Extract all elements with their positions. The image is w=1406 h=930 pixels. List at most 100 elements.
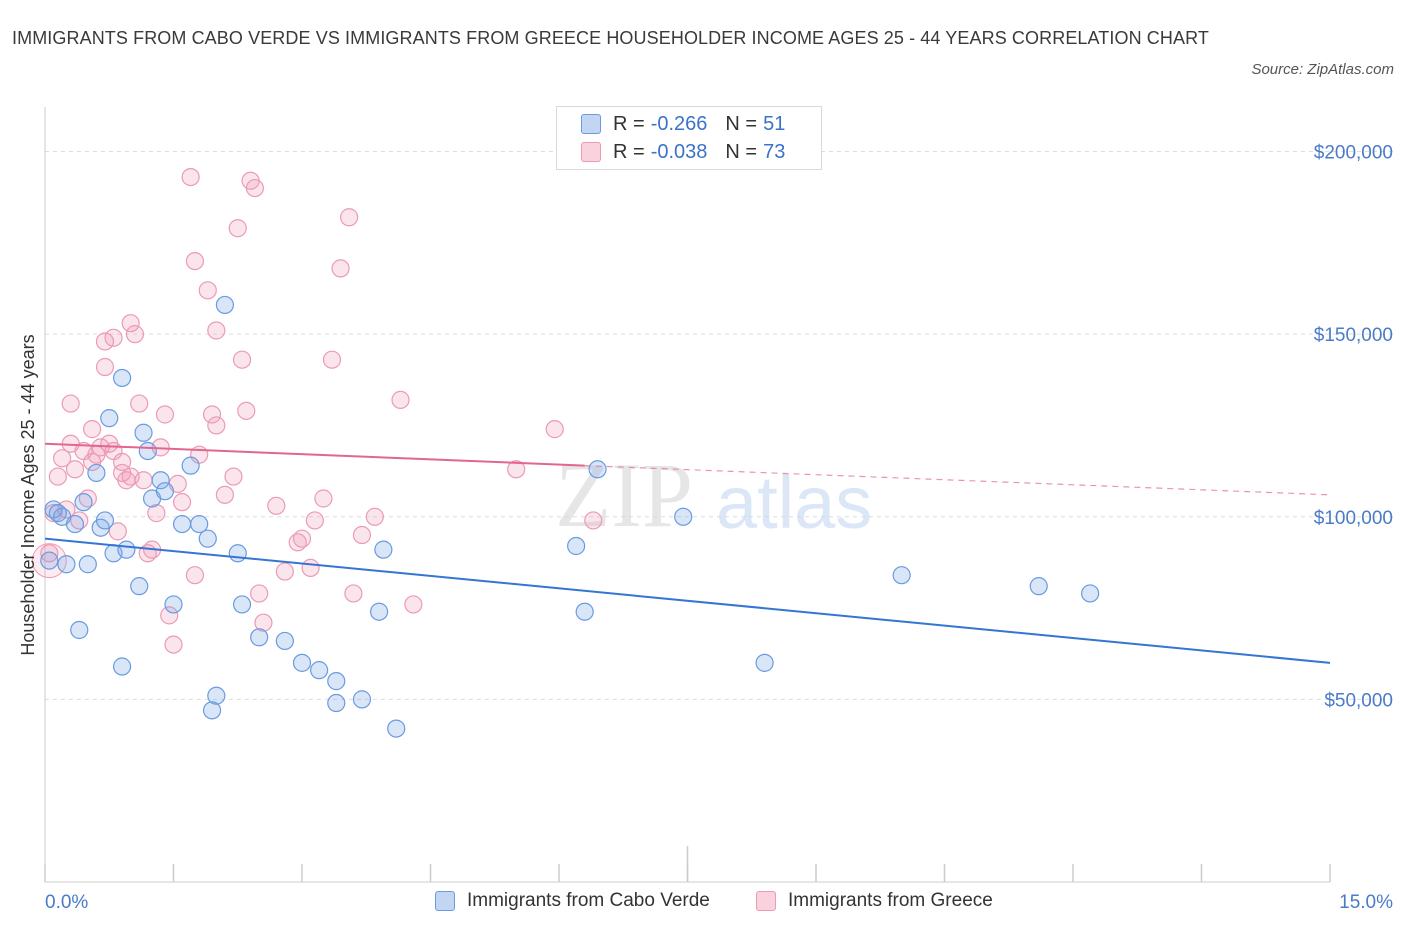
data-point-greece [228,219,247,238]
data-point-greece [185,566,205,585]
data-point-greece [202,405,222,424]
data-point-cabo-verde [892,566,911,585]
data-point-cabo-verde [190,514,209,534]
data-point-greece [121,314,140,333]
data-point-cabo-verde [87,463,106,483]
data-point-greece [301,558,320,577]
data-point-greece [391,390,410,409]
series-legend: Immigrants from Cabo Verde Immigrants fr… [0,890,1406,916]
data-point-cabo-verde [232,595,252,614]
legend-n-value: 51 [763,112,786,135]
data-point-cabo-verde [370,602,389,621]
axis-labels: $50,000 $100,000 $150,000 $200,000 0.0% 15.0%… [18,143,1393,913]
data-point-cabo-verde [130,577,149,596]
data-point-greece [108,522,127,541]
data-point-greece [232,350,252,369]
data-point-greece [207,321,226,340]
series-cabo-verde [40,295,1100,738]
data-point-greece [331,259,350,278]
data-point-greece [365,507,384,526]
data-point-greece [48,467,67,486]
legend-label-cabo-verde: Immigrants from Cabo Verde [467,890,710,911]
y-tick-label: $150,000 [1314,325,1393,346]
data-point-greece [352,525,372,545]
correlation-legend: R = -0.266 N = 51 R = -0.038 N = 73 [556,106,822,170]
data-point-greece [83,420,102,439]
data-point-greece [250,584,269,603]
y-axis-label: Householder Income Ages 25 - 44 years [18,334,38,655]
data-point-greece [344,584,363,603]
data-point-greece [198,281,217,300]
data-point-greece [545,420,564,439]
x-tick-label: 15.0% [1339,892,1393,913]
data-point-greece [322,350,342,369]
data-point-cabo-verde [74,493,93,512]
grid-lines [45,151,1395,700]
trend-lines [44,442,1331,664]
legend-r-label: R = [613,112,645,135]
data-point-cabo-verde [1081,584,1100,603]
data-point-greece [181,167,200,187]
data-point-cabo-verde [155,482,175,501]
data-point-cabo-verde [134,423,153,442]
data-point-cabo-verde [112,657,132,676]
data-point-greece [53,449,72,468]
data-point-greece [275,562,294,581]
legend-n-value: 73 [763,140,786,163]
data-point-greece [164,635,183,654]
legend-item-cabo-verde: Immigrants from Cabo Verde [435,890,710,912]
data-point-cabo-verde [40,551,59,570]
legend-item-greece: Immigrants from Greece [756,890,993,912]
data-point-greece [237,401,256,420]
data-point-cabo-verde [48,504,67,523]
data-point-cabo-verde [755,653,774,672]
data-point-cabo-verde [567,536,586,556]
data-point-cabo-verde [151,471,170,490]
data-point-greece [305,511,324,530]
trend-line-greece [44,442,585,467]
data-point-greece [95,357,115,377]
data-point-cabo-verde [100,409,119,428]
data-point-cabo-verde [78,555,97,574]
data-point-greece [172,493,192,512]
series-greece [31,167,603,654]
data-point-cabo-verde [674,507,693,526]
source-credit: Source: ZipAtlas.com [1251,61,1394,78]
data-point-greece [185,251,205,271]
legend-r-label: R = [613,140,645,163]
data-point-cabo-verde [327,672,346,691]
data-point-cabo-verde [181,456,200,475]
legend-n-label: N = [725,140,758,163]
data-point-cabo-verde [310,661,329,680]
data-point-greece [160,606,179,625]
data-point-cabo-verde [70,620,89,640]
data-point-cabo-verde [57,555,76,574]
watermark: ZIP atlas [555,444,872,546]
legend-r-value: -0.266 [650,112,708,135]
data-point-greece [40,544,59,563]
data-point-greece [314,489,333,508]
data-point-greece [292,529,312,548]
data-point-greece [134,471,153,490]
data-point-greece [224,467,243,486]
data-point-cabo-verde [164,595,183,614]
y-tick-label: $50,000 [1324,690,1393,711]
data-point-cabo-verde [292,653,312,672]
data-point-greece [147,504,166,523]
data-point-cabo-verde [228,544,247,563]
data-point-cabo-verde [172,514,192,534]
y-tick-label: $200,000 [1314,143,1393,164]
data-point-greece [125,325,145,344]
legend-row-greece: R = -0.038 N = 73 [581,140,803,164]
data-point-cabo-verde [250,628,269,647]
legend-swatch-blue [581,114,601,134]
legend-r-value: -0.038 [650,140,708,163]
data-point-greece [130,394,149,413]
data-point-cabo-verde [207,686,226,705]
data-point-greece [61,394,80,413]
data-point-cabo-verde [65,514,85,534]
data-point-cabo-verde [198,529,217,548]
data-point-cabo-verde [95,511,115,530]
data-point-greece-large [31,543,67,579]
